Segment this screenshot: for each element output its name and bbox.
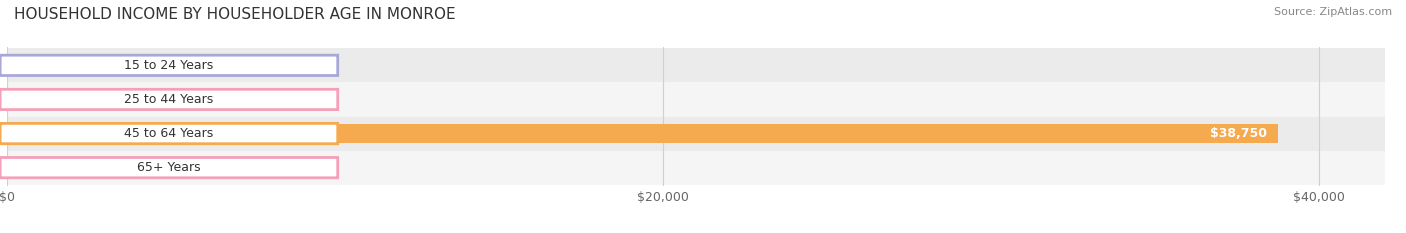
Text: 15 to 24 Years: 15 to 24 Years [124, 59, 214, 72]
Text: $0: $0 [146, 93, 162, 106]
Text: $0: $0 [146, 59, 162, 72]
FancyBboxPatch shape [0, 123, 337, 144]
FancyBboxPatch shape [0, 89, 337, 110]
Bar [7, 151, 1385, 185]
Bar [7, 158, 138, 178]
Bar [7, 116, 1385, 151]
Bar [7, 89, 138, 109]
Bar [7, 48, 1385, 82]
Bar [7, 55, 138, 75]
Text: HOUSEHOLD INCOME BY HOUSEHOLDER AGE IN MONROE: HOUSEHOLD INCOME BY HOUSEHOLDER AGE IN M… [14, 7, 456, 22]
Text: Source: ZipAtlas.com: Source: ZipAtlas.com [1274, 7, 1392, 17]
Bar [7, 82, 1385, 116]
Text: $0: $0 [146, 161, 162, 174]
Text: 25 to 44 Years: 25 to 44 Years [124, 93, 214, 106]
Text: 45 to 64 Years: 45 to 64 Years [124, 127, 214, 140]
Text: 65+ Years: 65+ Years [138, 161, 201, 174]
Bar [7, 124, 1278, 144]
Text: $38,750: $38,750 [1211, 127, 1267, 140]
FancyBboxPatch shape [0, 55, 337, 75]
FancyBboxPatch shape [0, 158, 337, 178]
